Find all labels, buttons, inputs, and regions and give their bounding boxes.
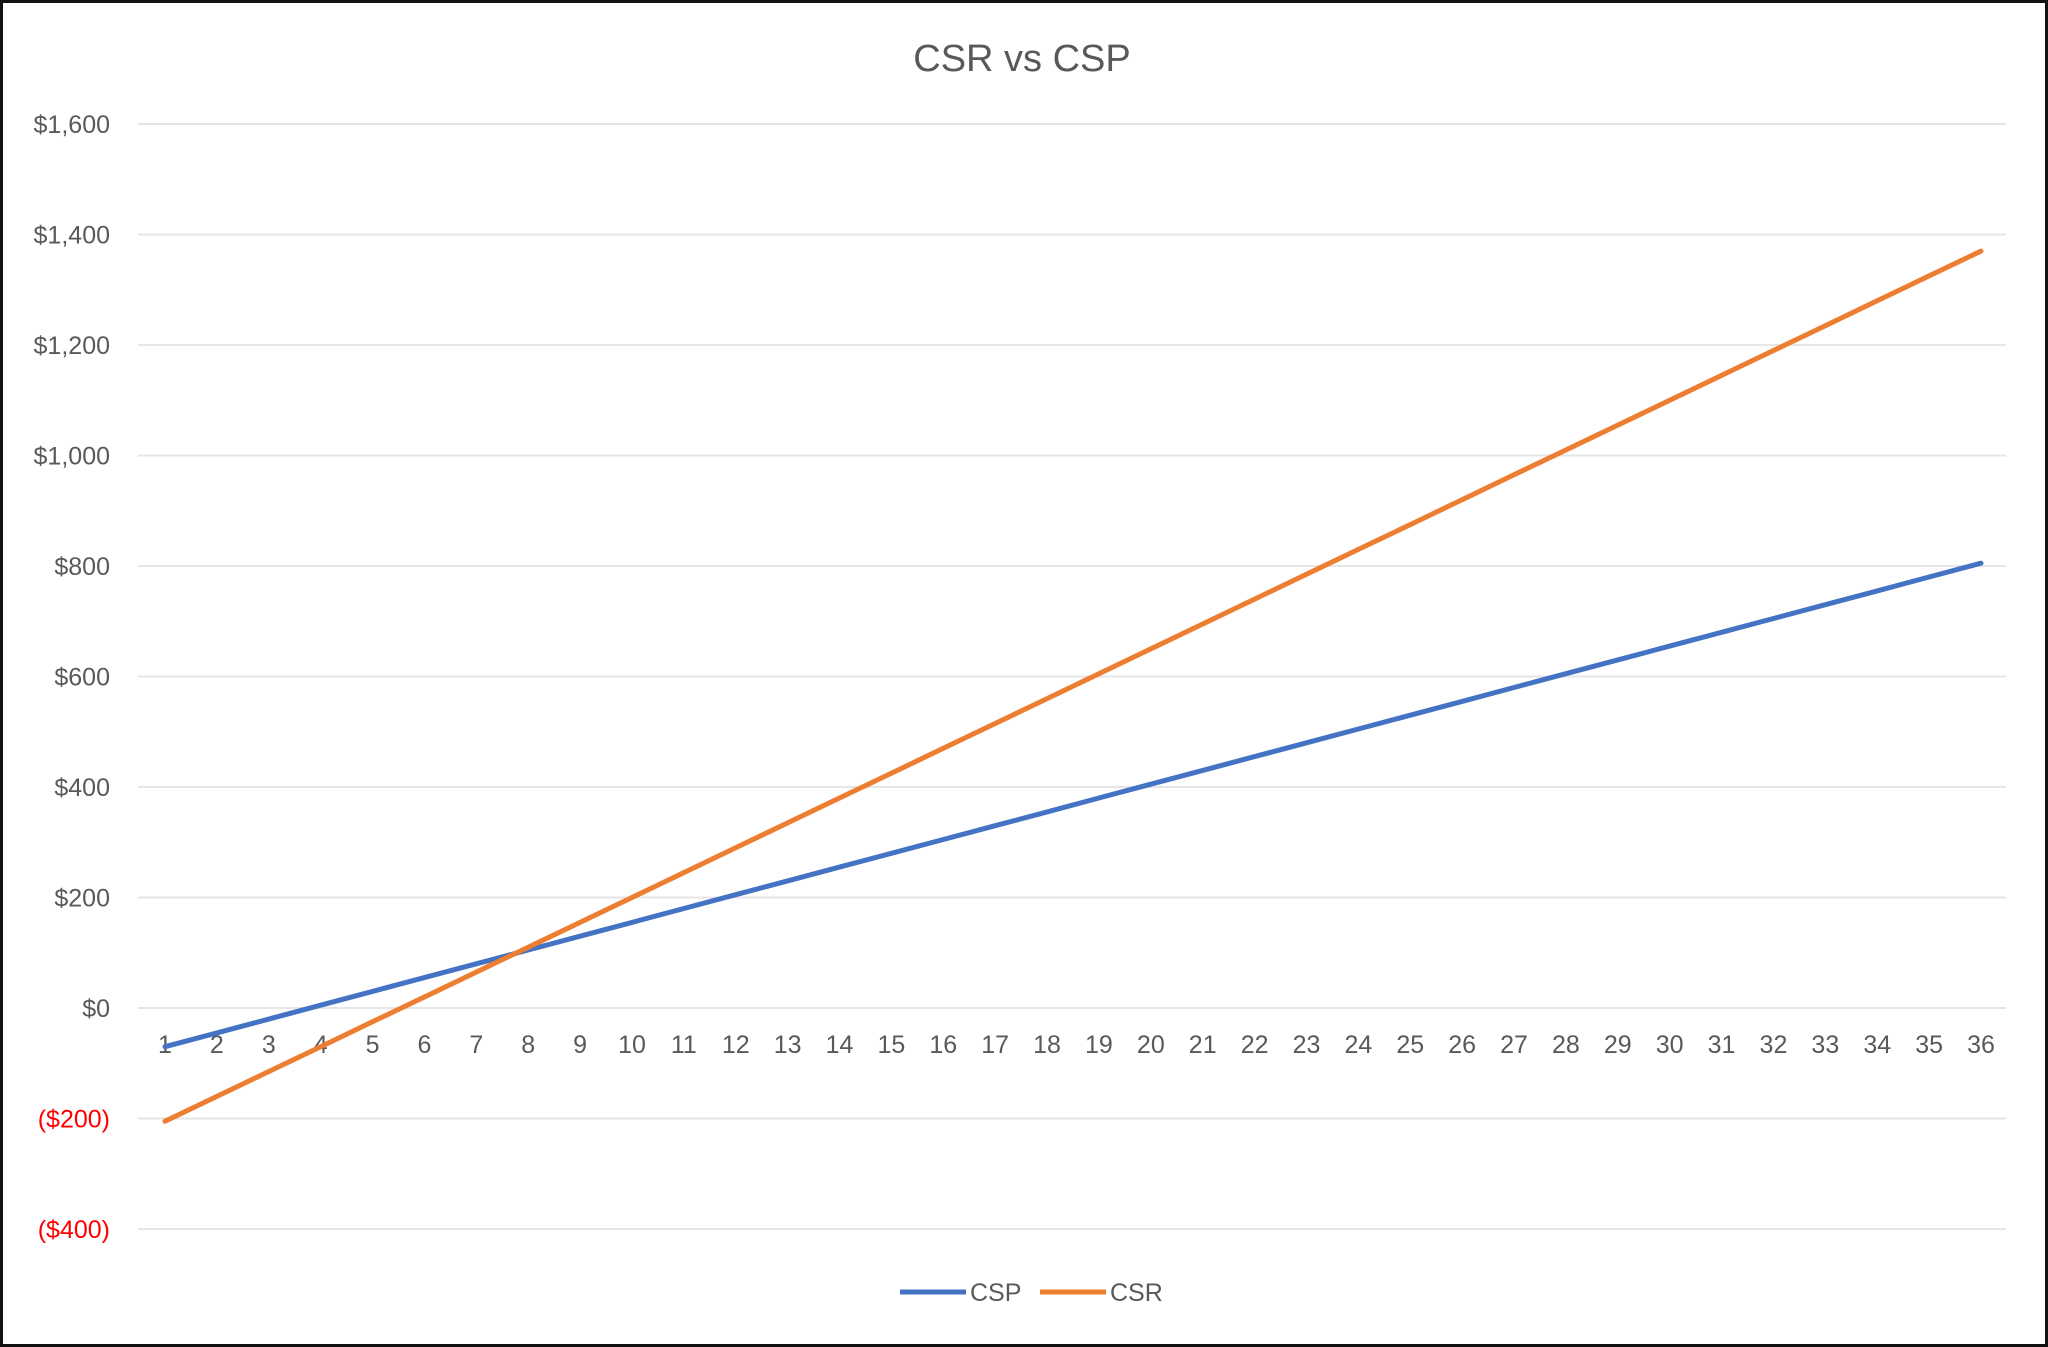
x-tick-label: 3 bbox=[262, 1031, 276, 1059]
x-tick-label: 26 bbox=[1448, 1031, 1476, 1059]
x-tick-label: 10 bbox=[618, 1031, 646, 1059]
y-tick-label: $1,200 bbox=[34, 332, 110, 360]
x-tick-label: 20 bbox=[1137, 1031, 1165, 1059]
gridlines bbox=[138, 123, 2006, 1230]
series-line-csr bbox=[162, 248, 1984, 1124]
series-lines bbox=[162, 248, 1984, 1124]
x-tick-label: 28 bbox=[1552, 1031, 1580, 1059]
x-axis-ticks: 1 2 3 4 5 6 7 8 9 10 11 12 13 14 15 16 17 18 19 20 21 22 23 24 2… bbox=[158, 1031, 1995, 1059]
x-tick-label: 23 bbox=[1293, 1031, 1321, 1059]
x-tick-label: 27 bbox=[1500, 1031, 1528, 1059]
x-tick-label: 5 bbox=[366, 1031, 380, 1059]
x-tick-label: 21 bbox=[1189, 1031, 1217, 1059]
y-tick-label: $600 bbox=[54, 664, 110, 692]
x-tick-label: 11 bbox=[671, 1031, 697, 1059]
x-tick-label: 8 bbox=[521, 1031, 535, 1059]
x-tick-label: 36 bbox=[1967, 1031, 1995, 1059]
x-tick-label: 33 bbox=[1811, 1031, 1839, 1059]
x-tick-label: 14 bbox=[826, 1031, 854, 1059]
x-tick-label: 19 bbox=[1085, 1031, 1113, 1059]
x-tick-label: 35 bbox=[1915, 1031, 1943, 1059]
y-tick-label: $400 bbox=[54, 774, 110, 802]
series-line-csp bbox=[162, 560, 1984, 1050]
x-tick-label: 32 bbox=[1760, 1031, 1788, 1059]
x-tick-label: 29 bbox=[1604, 1031, 1632, 1059]
x-tick-label: 18 bbox=[1033, 1031, 1061, 1059]
y-tick-label: ($200) bbox=[38, 1106, 110, 1134]
chart-title: CSR vs CSP bbox=[913, 38, 1130, 80]
x-tick-label: 9 bbox=[573, 1031, 587, 1059]
y-tick-label: $0 bbox=[82, 995, 110, 1023]
x-tick-label: 16 bbox=[929, 1031, 957, 1059]
x-tick-label: 15 bbox=[877, 1031, 905, 1059]
legend: CSP CSR bbox=[900, 1279, 1163, 1307]
x-tick-label: 7 bbox=[469, 1031, 483, 1059]
y-tick-label: $1,600 bbox=[34, 111, 110, 139]
x-tick-label: 12 bbox=[722, 1031, 750, 1059]
y-tick-label: $1,400 bbox=[34, 222, 110, 250]
x-tick-label: 30 bbox=[1656, 1031, 1684, 1059]
x-tick-label: 31 bbox=[1708, 1031, 1736, 1059]
x-tick-label: 34 bbox=[1863, 1031, 1891, 1059]
x-tick-label: 17 bbox=[981, 1031, 1009, 1059]
legend-label-csr: CSR bbox=[1110, 1279, 1163, 1307]
y-tick-label: $200 bbox=[54, 885, 110, 913]
y-tick-label: $1,000 bbox=[34, 443, 110, 471]
y-tick-label: $800 bbox=[54, 553, 110, 581]
x-tick-label: 2 bbox=[210, 1031, 224, 1059]
x-tick-label: 6 bbox=[417, 1031, 431, 1059]
y-tick-label: ($400) bbox=[38, 1216, 110, 1244]
x-tick-label: 24 bbox=[1344, 1031, 1372, 1059]
x-tick-label: 22 bbox=[1241, 1031, 1269, 1059]
x-tick-label: 13 bbox=[774, 1031, 802, 1059]
legend-label-csp: CSP bbox=[970, 1279, 1021, 1307]
y-axis-ticks: $1,600 $1,400 $1,200 $1,000 $800 $600 $400 $200… bbox=[34, 111, 110, 1244]
x-tick-label: 25 bbox=[1396, 1031, 1424, 1059]
